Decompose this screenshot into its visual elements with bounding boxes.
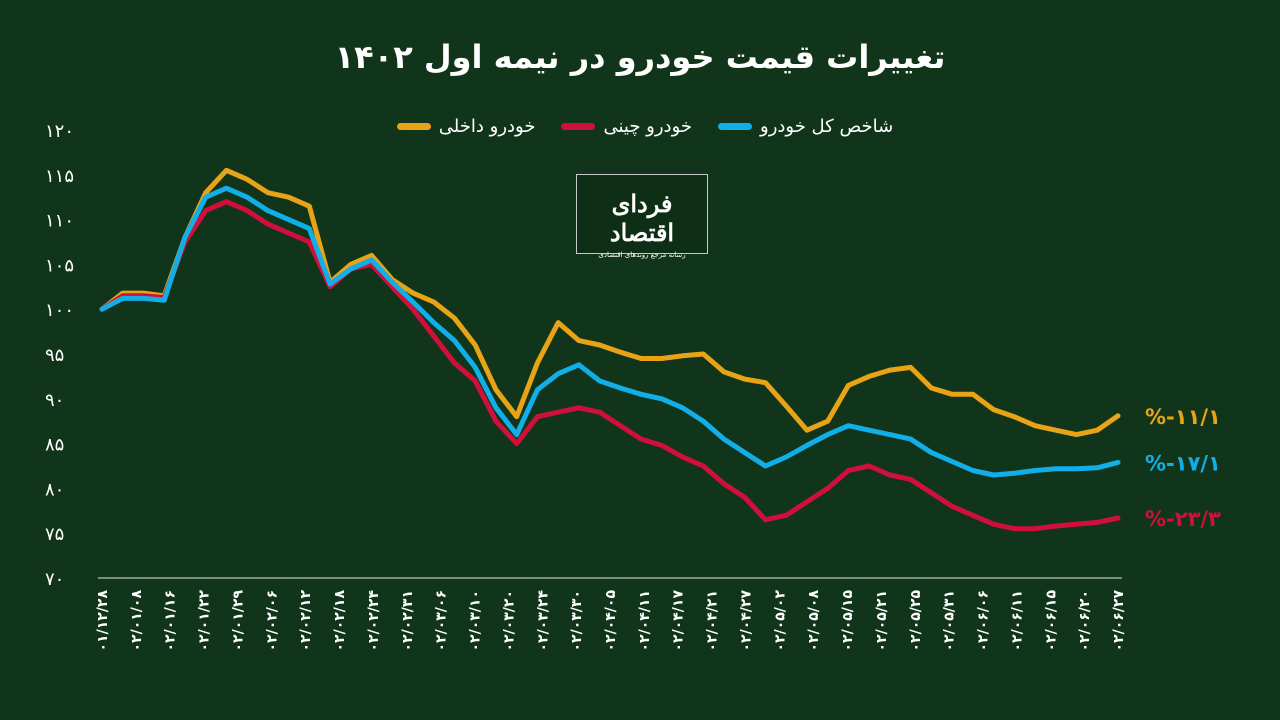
y-tick-label: ۸۰ [45, 479, 64, 500]
x-tick-label: ۰۲/۰۲/۲۴ [366, 590, 382, 652]
x-tick-label: ۰۲/۰۴/۰۵ [603, 590, 619, 652]
x-tick-label: ۰۲/۰۶/۲۷ [1111, 590, 1127, 652]
x-tick-label: ۰۲/۰۱/۱۶ [163, 590, 179, 652]
y-tick-label: ۷۰ [45, 569, 64, 590]
x-tick-label: ۰۲/۰۶/۱۵ [1043, 590, 1059, 652]
series-end-label: %-۲۳/۳ [1145, 507, 1221, 531]
x-tick-label: ۰۲/۰۵/۲۵ [908, 590, 924, 652]
legend-label-total: شاخص کل خودرو [760, 116, 894, 137]
x-tick-label: ۰۲/۰۶/۰۶ [976, 590, 992, 652]
legend: خودرو داخلی خودرو چینی شاخص کل خودرو [385, 116, 905, 137]
x-tick-label: ۰۲/۰۶/۲۰ [1077, 590, 1093, 652]
x-tick-label: ۰۲/۰۱/۰۸ [129, 590, 145, 652]
x-tick-label: ۰۲/۰۲/۳۱ [400, 590, 416, 652]
y-tick-label: ۷۵ [45, 524, 64, 545]
logo-name: فردای اقتصاد [609, 189, 675, 247]
chart-title: تغییرات قیمت خودرو در نیمه اول ۱۴۰۲ [334, 38, 946, 76]
x-tick-label: ۰۲/۰۶/۱۱ [1009, 590, 1025, 652]
x-tick-label: ۰۲/۰۳/۲۴ [535, 590, 551, 652]
logo-tagline: رسانه مرجع روندهای اقتصادی [598, 251, 686, 259]
legend-swatch-chinese [561, 123, 596, 130]
series-line-0 [99, 167, 1121, 438]
y-tick-label: ۱۰۰ [45, 300, 74, 321]
x-tick-label: ۰۲/۰۱/۲۹ [230, 590, 246, 652]
x-tick-label: ۰۲/۰۵/۱۵ [840, 590, 856, 652]
series-end-label: %-۱۱/۱ [1145, 405, 1221, 429]
x-tick-label: ۰۲/۰۳/۰۶ [434, 590, 450, 652]
x-tick-label: ۰۲/۰۴/۲۷ [738, 590, 754, 652]
legend-item-total: شاخص کل خودرو [718, 116, 893, 137]
y-tick-label: ۸۵ [45, 435, 64, 456]
legend-item-chinese: خودرو چینی [561, 116, 692, 137]
series-line-1 [99, 199, 1121, 532]
legend-label-domestic: خودرو داخلی [438, 116, 536, 137]
x-tick-label: ۰۱/۱۲/۲۸ [95, 590, 111, 652]
y-tick-label: ۱۲۰ [45, 121, 74, 142]
x-tick-label: ۰۲/۰۳/۳۰ [569, 590, 585, 652]
x-tick-label: ۰۲/۰۱/۲۲ [197, 590, 213, 652]
x-tick-label: ۰۲/۰۳/۱۰ [468, 590, 484, 652]
x-tick-label: ۰۲/۰۵/۳۱ [942, 590, 958, 652]
brand-logo: فردای اقتصاد رسانه مرجع روندهای اقتصادی [576, 174, 708, 259]
series-line-2 [99, 185, 1121, 478]
x-tick-label: ۰۲/۰۴/۲۱ [705, 590, 721, 652]
y-tick-label: ۱۱۰ [45, 211, 74, 232]
x-tick-label: ۰۲/۰۵/۰۸ [806, 590, 822, 652]
legend-label-chinese: خودرو چینی [603, 116, 692, 137]
y-tick-label: ۱۰۵ [45, 255, 74, 276]
y-tick-label: ۹۰ [45, 390, 64, 411]
x-tick-label: ۰۲/۰۵/۲۱ [874, 590, 890, 652]
x-tick-label: ۰۲/۰۴/۱۱ [637, 590, 653, 652]
x-tick-label: ۰۲/۰۲/۱۸ [332, 590, 348, 652]
legend-swatch-total [718, 123, 752, 130]
legend-item-domestic: خودرو داخلی [396, 116, 536, 137]
y-tick-label: ۱۱۵ [45, 166, 74, 187]
x-tick-label: ۰۲/۰۴/۱۷ [671, 590, 687, 652]
x-tick-label: ۰۲/۰۲/۱۲ [298, 590, 314, 652]
series-end-label: %-۱۷/۱ [1145, 451, 1221, 475]
x-tick-label: ۰۲/۰۳/۲۰ [501, 590, 517, 652]
legend-swatch-domestic [396, 123, 431, 130]
x-tick-label: ۰۲/۰۵/۰۲ [772, 590, 788, 652]
x-tick-label: ۰۲/۰۲/۰۶ [264, 590, 280, 652]
y-tick-label: ۹۵ [45, 345, 64, 366]
